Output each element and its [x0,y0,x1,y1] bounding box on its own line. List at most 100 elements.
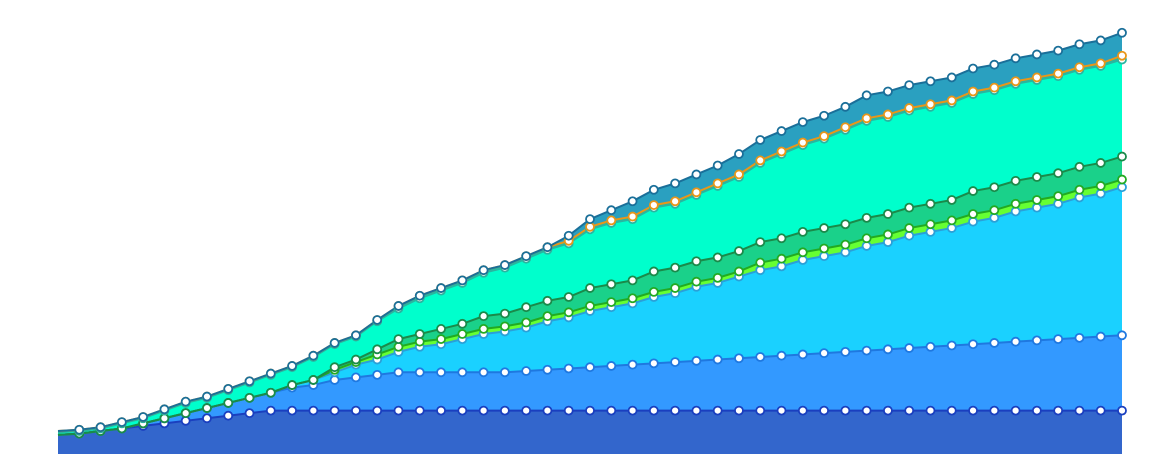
point-s1-24 [563,363,574,374]
point-s3-35 [797,247,808,258]
point-s7-42 [946,72,957,83]
point-s0-30 [691,405,702,416]
point-s4-22 [521,302,532,313]
point-s0-11 [287,405,297,416]
point-s4-47 [1053,168,1064,179]
point-s0-9 [244,408,255,419]
point-s6-39 [883,109,893,120]
point-s3-41 [925,219,936,230]
point-s3-42 [946,215,957,226]
point-s4-13 [329,362,340,373]
point-s0-25 [585,405,595,416]
point-s7-7 [202,391,212,402]
point-s7-17 [414,290,425,301]
point-s0-43 [968,405,978,416]
point-s4-26 [606,279,617,290]
point-s0-47 [1053,405,1064,416]
point-s7-11 [287,361,297,371]
point-s0-45 [1010,405,1021,416]
point-s4-46 [1031,172,1042,182]
point-s1-46 [1031,335,1042,346]
point-s7-21 [499,260,510,270]
point-s0-41 [925,405,936,416]
point-s7-43 [968,63,978,74]
point-s6-37 [840,122,851,133]
point-s4-41 [925,198,936,209]
point-s6-27 [627,211,638,222]
point-s0-35 [797,405,808,416]
point-s3-43 [968,209,978,219]
point-s1-26 [606,361,617,371]
point-s7-47 [1053,45,1064,56]
point-s0-7 [202,413,212,424]
point-s7-18 [436,283,446,293]
point-s3-38 [861,233,872,244]
point-s1-49 [1095,331,1106,342]
point-s4-32 [734,246,744,256]
point-s4-38 [861,212,872,223]
point-s4-23 [542,295,553,306]
point-s7-28 [648,184,659,195]
point-s3-40 [904,223,915,233]
point-s3-34 [776,253,787,264]
point-s4-16 [393,334,404,345]
point-s3-33 [755,257,766,268]
point-s6-30 [691,187,702,198]
point-s7-27 [627,196,638,207]
point-s7-19 [457,275,468,286]
point-s7-50 [1117,27,1127,38]
point-s3-39 [883,229,893,240]
point-s4-31 [712,252,723,263]
point-s4-43 [968,186,978,196]
point-s0-10 [265,405,276,416]
point-s6-31 [712,178,723,189]
point-s0-27 [627,405,638,416]
point-s7-33 [755,135,766,145]
point-s0-32 [734,405,744,416]
point-s4-42 [946,195,957,205]
point-s1-18 [436,367,446,378]
point-s7-9 [244,376,255,387]
point-s6-46 [1031,72,1042,83]
point-s7-38 [861,90,872,101]
point-s6-40 [904,103,915,113]
point-s3-25 [585,301,595,311]
point-s7-45 [1010,53,1021,64]
point-s1-33 [755,352,766,362]
point-s0-37 [840,405,851,416]
point-s3-24 [563,307,574,318]
point-s0-50 [1117,405,1127,416]
point-s7-44 [989,59,1000,70]
point-s4-8 [223,398,234,408]
point-s7-4 [138,412,149,422]
point-s3-36 [819,243,829,254]
point-s6-49 [1095,58,1106,69]
point-s4-37 [840,219,851,230]
point-s7-14 [351,330,361,341]
point-s7-12 [308,350,319,361]
point-s1-40 [904,343,915,353]
point-s4-6 [180,408,191,419]
point-s4-49 [1095,158,1106,168]
point-s6-42 [946,95,957,106]
point-s4-7 [202,403,212,413]
point-s0-14 [351,405,361,416]
point-s6-34 [776,146,787,157]
point-s0-42 [946,405,957,416]
point-s7-37 [840,101,851,112]
point-s7-40 [904,80,915,90]
point-s6-45 [1010,76,1021,87]
point-s4-27 [627,275,638,286]
point-s0-29 [670,405,681,416]
point-s3-21 [499,321,510,332]
point-s6-33 [755,155,766,166]
point-s7-6 [180,396,191,407]
point-s4-35 [797,226,808,237]
point-s7-5 [159,404,170,415]
point-s0-34 [776,405,787,416]
point-s0-13 [329,405,340,416]
point-s6-28 [648,200,659,210]
point-s7-32 [734,149,744,159]
point-s4-10 [265,387,276,398]
point-s1-35 [797,349,808,360]
